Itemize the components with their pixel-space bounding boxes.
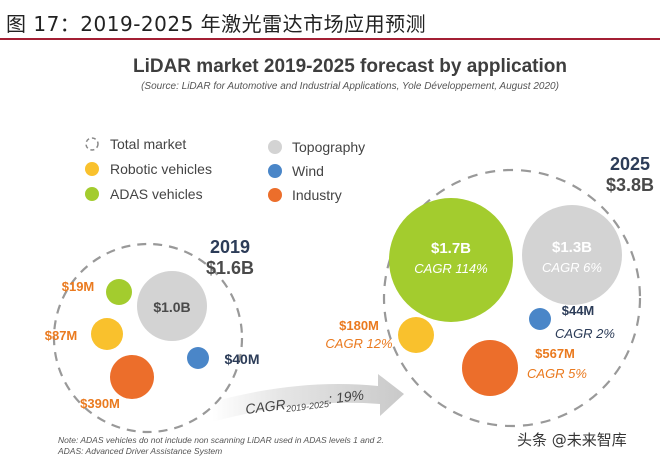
bubble-industry-2025 — [462, 340, 518, 396]
chart-note-2: ADAS: Advanced Driver Assistance System — [57, 446, 222, 456]
legend-label-wind: Wind — [292, 163, 324, 179]
chart-subtitle: (Source: LiDAR for Automotive and Indust… — [141, 81, 559, 92]
watermark: 头条 @未来智库 — [514, 428, 630, 451]
bubble-label-wind-2019: $40M — [224, 351, 259, 367]
bubble-label-industry-2025: $567M — [535, 346, 575, 361]
cluster-2019: 2019 $1.6B $1.0B $19M $87M $40M $390M — [45, 237, 260, 434]
bubble-label-topography-2019: $1.0B — [153, 299, 190, 315]
legend-swatch-wind — [268, 164, 282, 178]
legend-label-industry: Industry — [292, 187, 342, 203]
legend-label-adas: ADAS vehicles — [110, 186, 203, 202]
bubble-label-adas-2019: $19M — [62, 279, 95, 294]
bubble-label-topography-2025: $1.3B — [552, 239, 592, 256]
bubble-adas-2019 — [106, 279, 132, 305]
legend-label-total: Total market — [110, 136, 186, 152]
bubble-label-robotic-2019: $87M — [45, 328, 78, 343]
total-market-circle-2025 — [382, 168, 642, 428]
legend-swatch-topography — [268, 140, 282, 154]
bubble-industry-2019 — [110, 355, 154, 399]
cagr-prefix: CAGR — [244, 396, 286, 417]
year-label-2025: 2025 — [610, 154, 650, 174]
bubble-label-industry-2019: $390M — [80, 396, 120, 411]
bubble-topography-2025 — [522, 205, 622, 305]
chart-note-1: Note: ADAS vehicles do not include non s… — [58, 435, 384, 445]
bubble-cagr-topography-2025: CAGR 6% — [542, 260, 602, 275]
year-label-2019: 2019 — [210, 237, 250, 257]
bubble-wind-2019 — [187, 347, 209, 369]
bubble-adas-2025 — [389, 198, 513, 322]
bubble-label-wind-2025: $44M — [562, 303, 595, 318]
total-market-circle-2019 — [52, 242, 244, 434]
cagr-arrow-shape — [212, 374, 404, 422]
bubble-cagr-industry-2025: CAGR 5% — [527, 366, 587, 381]
cluster-2025: 2025 $3.8B $1.7B CAGR 114% $1.3B CAGR 6%… — [325, 154, 654, 428]
cagr-arrow: CAGR2019-2025: 19% — [212, 374, 404, 422]
legend-swatch-total — [85, 137, 99, 151]
legend-swatch-industry — [268, 188, 282, 202]
legend-label-topography: Topography — [292, 139, 365, 155]
bubble-cagr-robotic-2025: CAGR 12% — [325, 336, 392, 351]
bubble-cagr-adas-2025: CAGR 114% — [414, 261, 487, 276]
figure-caption-bar: 图 17：2019-2025 年激光雷达市场应用预测 — [0, 0, 660, 40]
bubble-label-robotic-2025: $180M — [339, 318, 379, 333]
bubble-cagr-wind-2025: CAGR 2% — [555, 326, 615, 341]
bubble-robotic-2019 — [91, 318, 123, 350]
total-label-2025: $3.8B — [606, 175, 654, 195]
lidar-bubble-chart: LiDAR market 2019-2025 forecast by appli… — [45, 56, 654, 456]
legend-swatch-robotic — [85, 162, 99, 176]
chart-title: LiDAR market 2019-2025 forecast by appli… — [133, 56, 567, 77]
legend: Total market Robotic vehicles ADAS vehic… — [85, 136, 365, 203]
legend-swatch-adas — [85, 187, 99, 201]
bubble-topography-2019 — [137, 271, 207, 341]
figure-caption: 图 17：2019-2025 年激光雷达市场应用预测 — [6, 12, 427, 36]
bubble-robotic-2025 — [398, 317, 434, 353]
bubble-wind-2025 — [529, 308, 551, 330]
total-label-2019: $1.6B — [206, 258, 254, 278]
bubble-label-adas-2025: $1.7B — [431, 240, 471, 257]
cagr-value: : 19% — [327, 387, 364, 407]
legend-label-robotic: Robotic vehicles — [110, 161, 212, 177]
